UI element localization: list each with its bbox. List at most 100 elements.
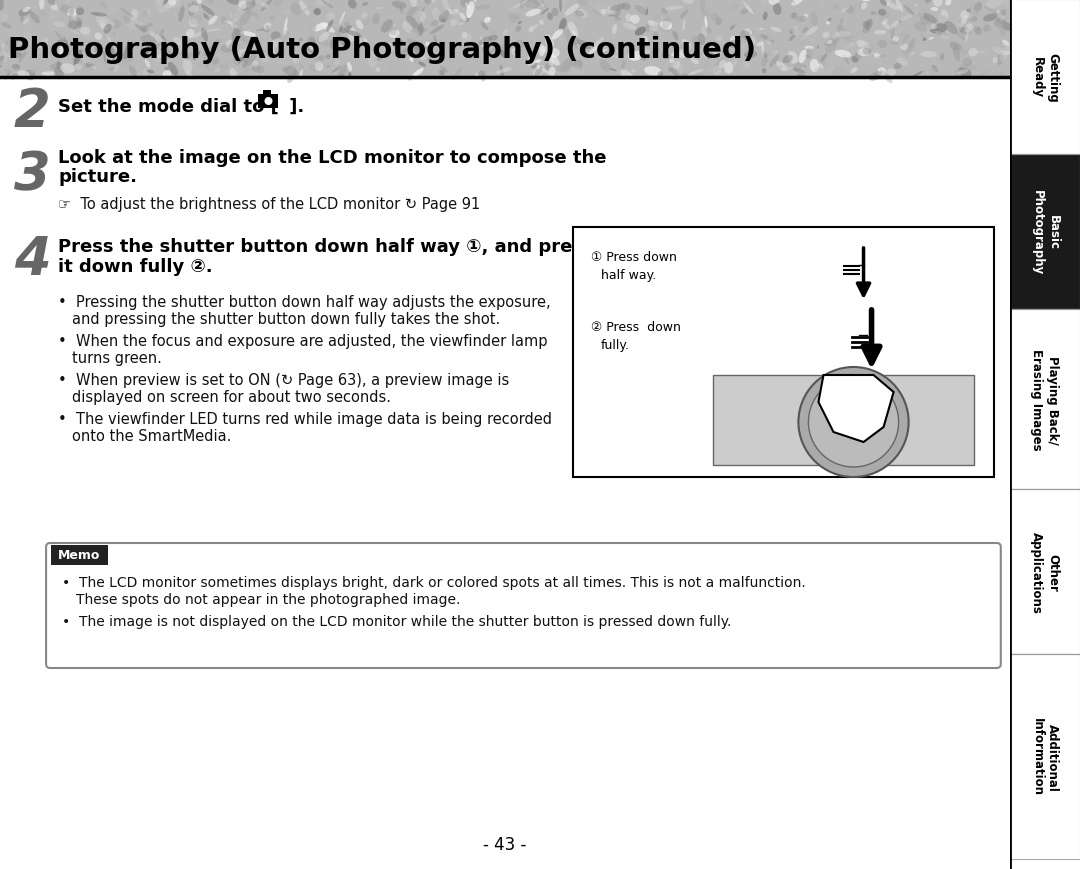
Ellipse shape xyxy=(777,66,782,72)
Ellipse shape xyxy=(942,33,946,37)
Ellipse shape xyxy=(246,29,253,36)
Ellipse shape xyxy=(460,35,472,45)
Ellipse shape xyxy=(215,69,220,74)
Text: it down fully ②.: it down fully ②. xyxy=(58,258,213,275)
Ellipse shape xyxy=(837,27,851,41)
Ellipse shape xyxy=(768,0,781,6)
Ellipse shape xyxy=(143,70,148,76)
Ellipse shape xyxy=(23,19,29,25)
Ellipse shape xyxy=(933,0,943,8)
Ellipse shape xyxy=(41,72,56,76)
Ellipse shape xyxy=(402,22,413,34)
Ellipse shape xyxy=(874,54,880,59)
Circle shape xyxy=(809,377,899,468)
FancyBboxPatch shape xyxy=(713,375,974,466)
Ellipse shape xyxy=(788,67,793,71)
Ellipse shape xyxy=(679,44,684,51)
Ellipse shape xyxy=(840,6,850,14)
Ellipse shape xyxy=(260,3,269,9)
Ellipse shape xyxy=(622,70,629,76)
Ellipse shape xyxy=(941,54,944,61)
Ellipse shape xyxy=(253,0,261,6)
Ellipse shape xyxy=(673,31,678,41)
Ellipse shape xyxy=(660,22,672,30)
Ellipse shape xyxy=(348,73,352,79)
Ellipse shape xyxy=(450,20,458,27)
Ellipse shape xyxy=(226,0,240,6)
Ellipse shape xyxy=(123,17,131,24)
Ellipse shape xyxy=(539,46,545,57)
Ellipse shape xyxy=(162,0,168,6)
Ellipse shape xyxy=(409,29,428,34)
Ellipse shape xyxy=(681,40,691,50)
Ellipse shape xyxy=(549,68,555,77)
Ellipse shape xyxy=(589,43,603,55)
Ellipse shape xyxy=(518,22,522,25)
Ellipse shape xyxy=(13,52,22,59)
Ellipse shape xyxy=(145,47,153,56)
Ellipse shape xyxy=(971,17,977,23)
Ellipse shape xyxy=(157,0,165,5)
Ellipse shape xyxy=(230,14,234,24)
Ellipse shape xyxy=(512,49,519,56)
Ellipse shape xyxy=(433,36,437,44)
Ellipse shape xyxy=(78,22,82,28)
Ellipse shape xyxy=(932,66,939,73)
Ellipse shape xyxy=(688,70,703,76)
Ellipse shape xyxy=(319,0,327,7)
Ellipse shape xyxy=(189,1,198,17)
Ellipse shape xyxy=(68,9,75,23)
Ellipse shape xyxy=(609,69,617,72)
Ellipse shape xyxy=(941,10,948,20)
Ellipse shape xyxy=(235,7,247,20)
Ellipse shape xyxy=(799,36,807,42)
Ellipse shape xyxy=(103,52,107,64)
Ellipse shape xyxy=(924,0,932,4)
Ellipse shape xyxy=(393,24,395,30)
Ellipse shape xyxy=(271,47,275,56)
Ellipse shape xyxy=(454,10,459,15)
Ellipse shape xyxy=(39,0,44,10)
Ellipse shape xyxy=(207,0,214,3)
Ellipse shape xyxy=(347,31,362,38)
Ellipse shape xyxy=(270,17,275,22)
Ellipse shape xyxy=(204,53,210,57)
Ellipse shape xyxy=(86,50,99,60)
Ellipse shape xyxy=(813,67,824,78)
Ellipse shape xyxy=(564,30,575,45)
Ellipse shape xyxy=(741,0,755,7)
Ellipse shape xyxy=(559,18,567,32)
Ellipse shape xyxy=(91,13,107,17)
Ellipse shape xyxy=(789,30,794,35)
Ellipse shape xyxy=(264,25,270,33)
Ellipse shape xyxy=(300,65,305,75)
Ellipse shape xyxy=(827,41,833,45)
FancyBboxPatch shape xyxy=(51,546,108,566)
Ellipse shape xyxy=(976,12,980,17)
Ellipse shape xyxy=(266,26,270,31)
Ellipse shape xyxy=(946,29,954,35)
Ellipse shape xyxy=(37,43,48,49)
Bar xyxy=(0,0,1010,78)
Ellipse shape xyxy=(50,12,57,22)
Ellipse shape xyxy=(75,21,82,28)
Ellipse shape xyxy=(793,69,806,75)
Ellipse shape xyxy=(297,70,303,85)
Ellipse shape xyxy=(761,51,766,56)
Ellipse shape xyxy=(131,10,138,21)
Ellipse shape xyxy=(55,2,58,13)
Ellipse shape xyxy=(835,8,838,15)
Ellipse shape xyxy=(647,21,658,27)
Polygon shape xyxy=(819,375,893,442)
Ellipse shape xyxy=(195,64,212,71)
Ellipse shape xyxy=(648,49,659,59)
Ellipse shape xyxy=(633,17,636,20)
Ellipse shape xyxy=(556,66,563,73)
Ellipse shape xyxy=(941,56,947,65)
Ellipse shape xyxy=(482,71,487,83)
Ellipse shape xyxy=(954,70,962,78)
Ellipse shape xyxy=(482,47,492,57)
Ellipse shape xyxy=(818,64,823,70)
Ellipse shape xyxy=(283,29,288,36)
Ellipse shape xyxy=(165,55,172,57)
